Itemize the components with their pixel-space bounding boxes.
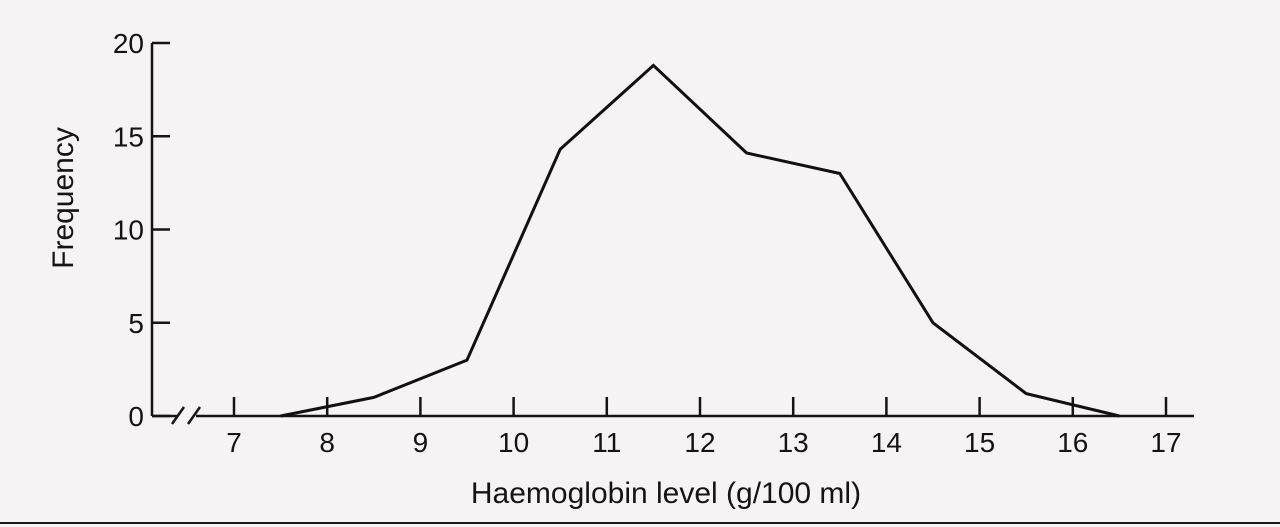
y-axis-title: Frequency: [47, 127, 80, 269]
y-tick-label: 15: [113, 121, 144, 152]
tick-labels: 0 5 10 15 20 7 8 9 10 11 12 13 14 15 16 17: [113, 28, 1182, 458]
x-tick-label: 12: [684, 427, 715, 458]
x-tick-label: 8: [319, 427, 335, 458]
y-tick-label: 5: [128, 308, 144, 339]
y-tick-label: 10: [113, 215, 144, 246]
tick-marks: [152, 41, 1168, 418]
x-tick-label: 7: [226, 427, 242, 458]
axis-break-mark: [186, 406, 202, 425]
x-axis-title: Haemoglobin level (g/100 ml): [471, 477, 861, 510]
x-tick-label: 10: [498, 427, 529, 458]
y-tick-label: 0: [128, 401, 144, 432]
axis-break-mark: [170, 406, 186, 425]
x-tick-label: 14: [871, 427, 902, 458]
x-tick-label: 13: [778, 427, 809, 458]
series-line: [280, 63, 1120, 418]
x-tick-label: 17: [1150, 427, 1181, 458]
x-tick-label: 16: [1057, 427, 1088, 458]
y-tick-label: 20: [113, 28, 144, 59]
x-tick-label: 11: [592, 427, 621, 458]
series-layer: [280, 63, 1120, 418]
x-tick-label: 15: [964, 427, 995, 458]
x-tick-label: 9: [413, 427, 429, 458]
